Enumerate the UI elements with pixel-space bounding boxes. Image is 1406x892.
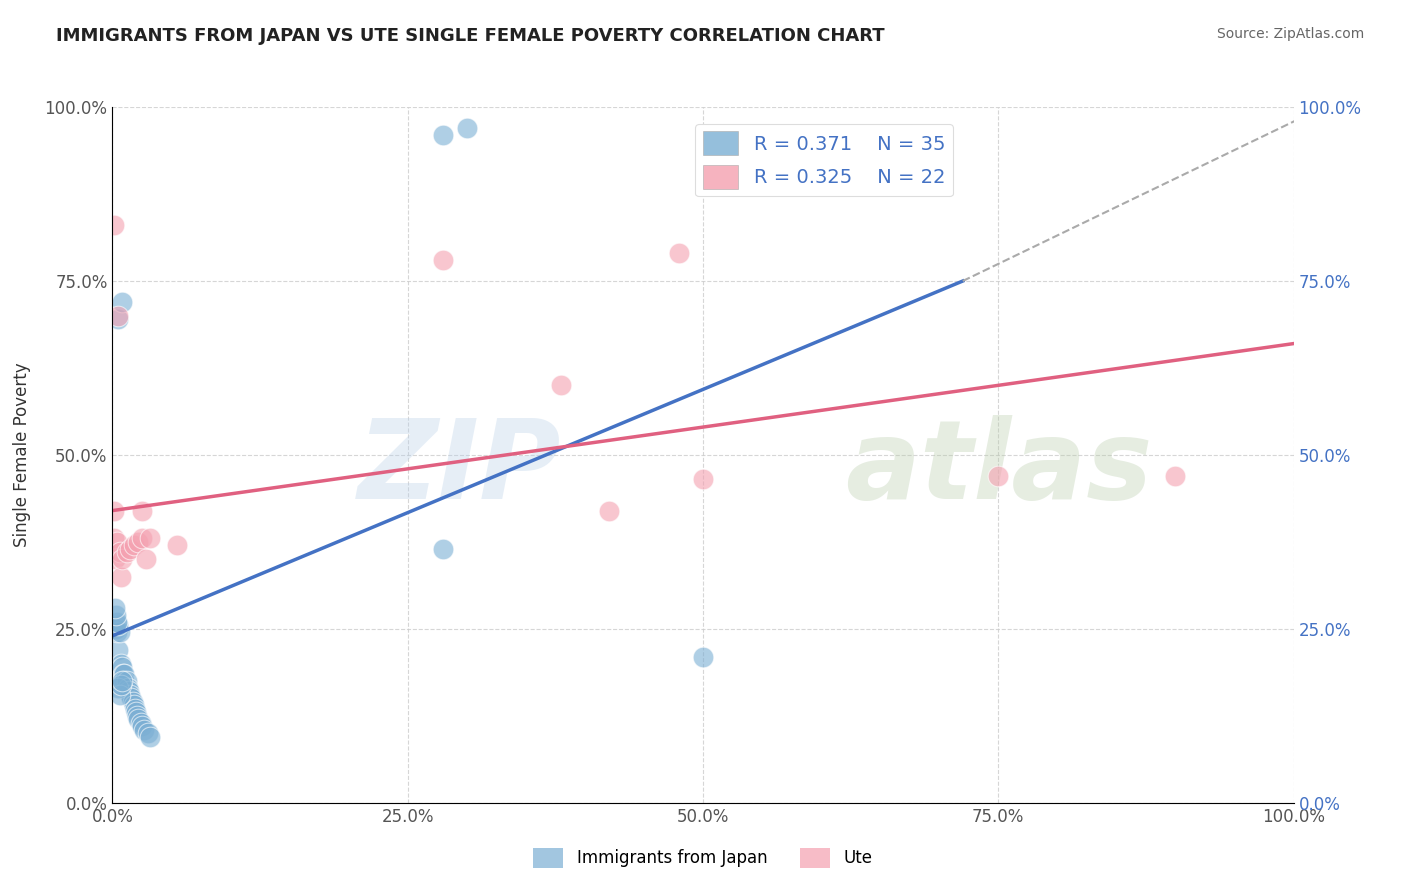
- Point: [107, 681, 129, 695]
- Point: [129, 715, 152, 730]
- Point: [127, 534, 149, 549]
- Point: [122, 698, 145, 713]
- Text: atlas: atlas: [845, 416, 1152, 523]
- Point: [122, 538, 145, 552]
- Point: [166, 538, 188, 552]
- Point: [103, 532, 125, 546]
- Point: [108, 625, 131, 640]
- Point: [125, 706, 148, 720]
- Point: [118, 684, 141, 698]
- Point: [136, 726, 159, 740]
- Point: [112, 667, 135, 681]
- Point: [124, 702, 146, 716]
- Point: [112, 674, 135, 689]
- Point: [456, 120, 478, 135]
- Point: [668, 246, 690, 260]
- Point: [107, 642, 129, 657]
- Point: [117, 681, 139, 695]
- Point: [105, 622, 128, 636]
- Point: [111, 660, 134, 674]
- Legend: R = 0.371    N = 35, R = 0.325    N = 22: R = 0.371 N = 35, R = 0.325 N = 22: [696, 124, 953, 196]
- Point: [432, 541, 454, 556]
- Point: [121, 695, 143, 709]
- Point: [107, 618, 129, 632]
- Point: [103, 219, 125, 233]
- Y-axis label: Single Female Poverty: Single Female Poverty: [13, 363, 31, 547]
- Point: [104, 552, 127, 566]
- Point: [134, 723, 156, 737]
- Point: [111, 294, 134, 309]
- Point: [131, 532, 153, 546]
- Point: [110, 657, 132, 671]
- Point: [108, 688, 131, 702]
- Point: [108, 545, 131, 559]
- Point: [105, 607, 128, 622]
- Legend: Immigrants from Japan, Ute: Immigrants from Japan, Ute: [526, 841, 880, 875]
- Text: ZIP: ZIP: [357, 416, 561, 523]
- Point: [110, 570, 132, 584]
- Point: [598, 503, 620, 517]
- Point: [135, 552, 157, 566]
- Point: [110, 677, 132, 691]
- Point: [692, 472, 714, 486]
- Point: [432, 128, 454, 142]
- Point: [111, 552, 134, 566]
- Point: [131, 719, 153, 733]
- Point: [139, 730, 162, 744]
- Point: [111, 674, 134, 689]
- Point: [105, 625, 128, 640]
- Point: [104, 601, 127, 615]
- Point: [127, 708, 149, 723]
- Point: [103, 503, 125, 517]
- Point: [120, 691, 142, 706]
- Point: [550, 378, 572, 392]
- Point: [432, 253, 454, 268]
- Point: [987, 468, 1010, 483]
- Point: [112, 667, 135, 681]
- Point: [115, 674, 138, 689]
- Point: [120, 688, 142, 702]
- Point: [120, 541, 142, 556]
- Point: [139, 532, 162, 546]
- Point: [107, 312, 129, 326]
- Point: [1164, 468, 1187, 483]
- Point: [692, 649, 714, 664]
- Text: Source: ZipAtlas.com: Source: ZipAtlas.com: [1216, 27, 1364, 41]
- Point: [105, 534, 128, 549]
- Point: [127, 712, 149, 726]
- Point: [131, 503, 153, 517]
- Point: [105, 615, 128, 629]
- Point: [107, 309, 129, 323]
- Point: [115, 545, 138, 559]
- Text: IMMIGRANTS FROM JAPAN VS UTE SINGLE FEMALE POVERTY CORRELATION CHART: IMMIGRANTS FROM JAPAN VS UTE SINGLE FEMA…: [56, 27, 884, 45]
